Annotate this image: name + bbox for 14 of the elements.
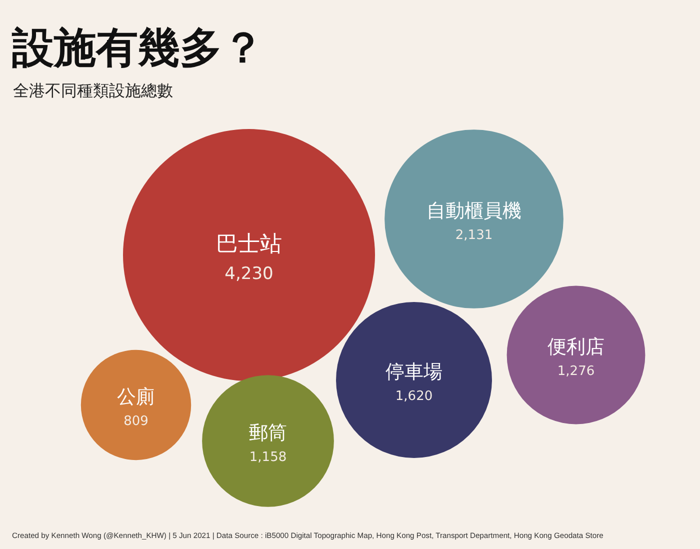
data-label: 809 <box>124 414 148 429</box>
category-label: 停車場 <box>386 361 442 383</box>
category-label: 便利店 <box>548 336 604 358</box>
category-label: 郵筒 <box>249 422 287 444</box>
data-label: 4,230 <box>224 264 274 284</box>
category-label: 巴士站 <box>216 232 282 257</box>
text: 全港不同種類設施總數 <box>13 81 173 100</box>
data-label: 1,620 <box>395 389 433 404</box>
data-label: 2,131 <box>455 228 493 243</box>
category-label: 自動櫃員機 <box>426 200 522 222</box>
category-label: 公廁 <box>117 386 155 408</box>
text: 設施有幾多？ <box>11 23 264 72</box>
data-label: 1,276 <box>557 364 595 379</box>
data-label: 1,158 <box>249 450 287 465</box>
